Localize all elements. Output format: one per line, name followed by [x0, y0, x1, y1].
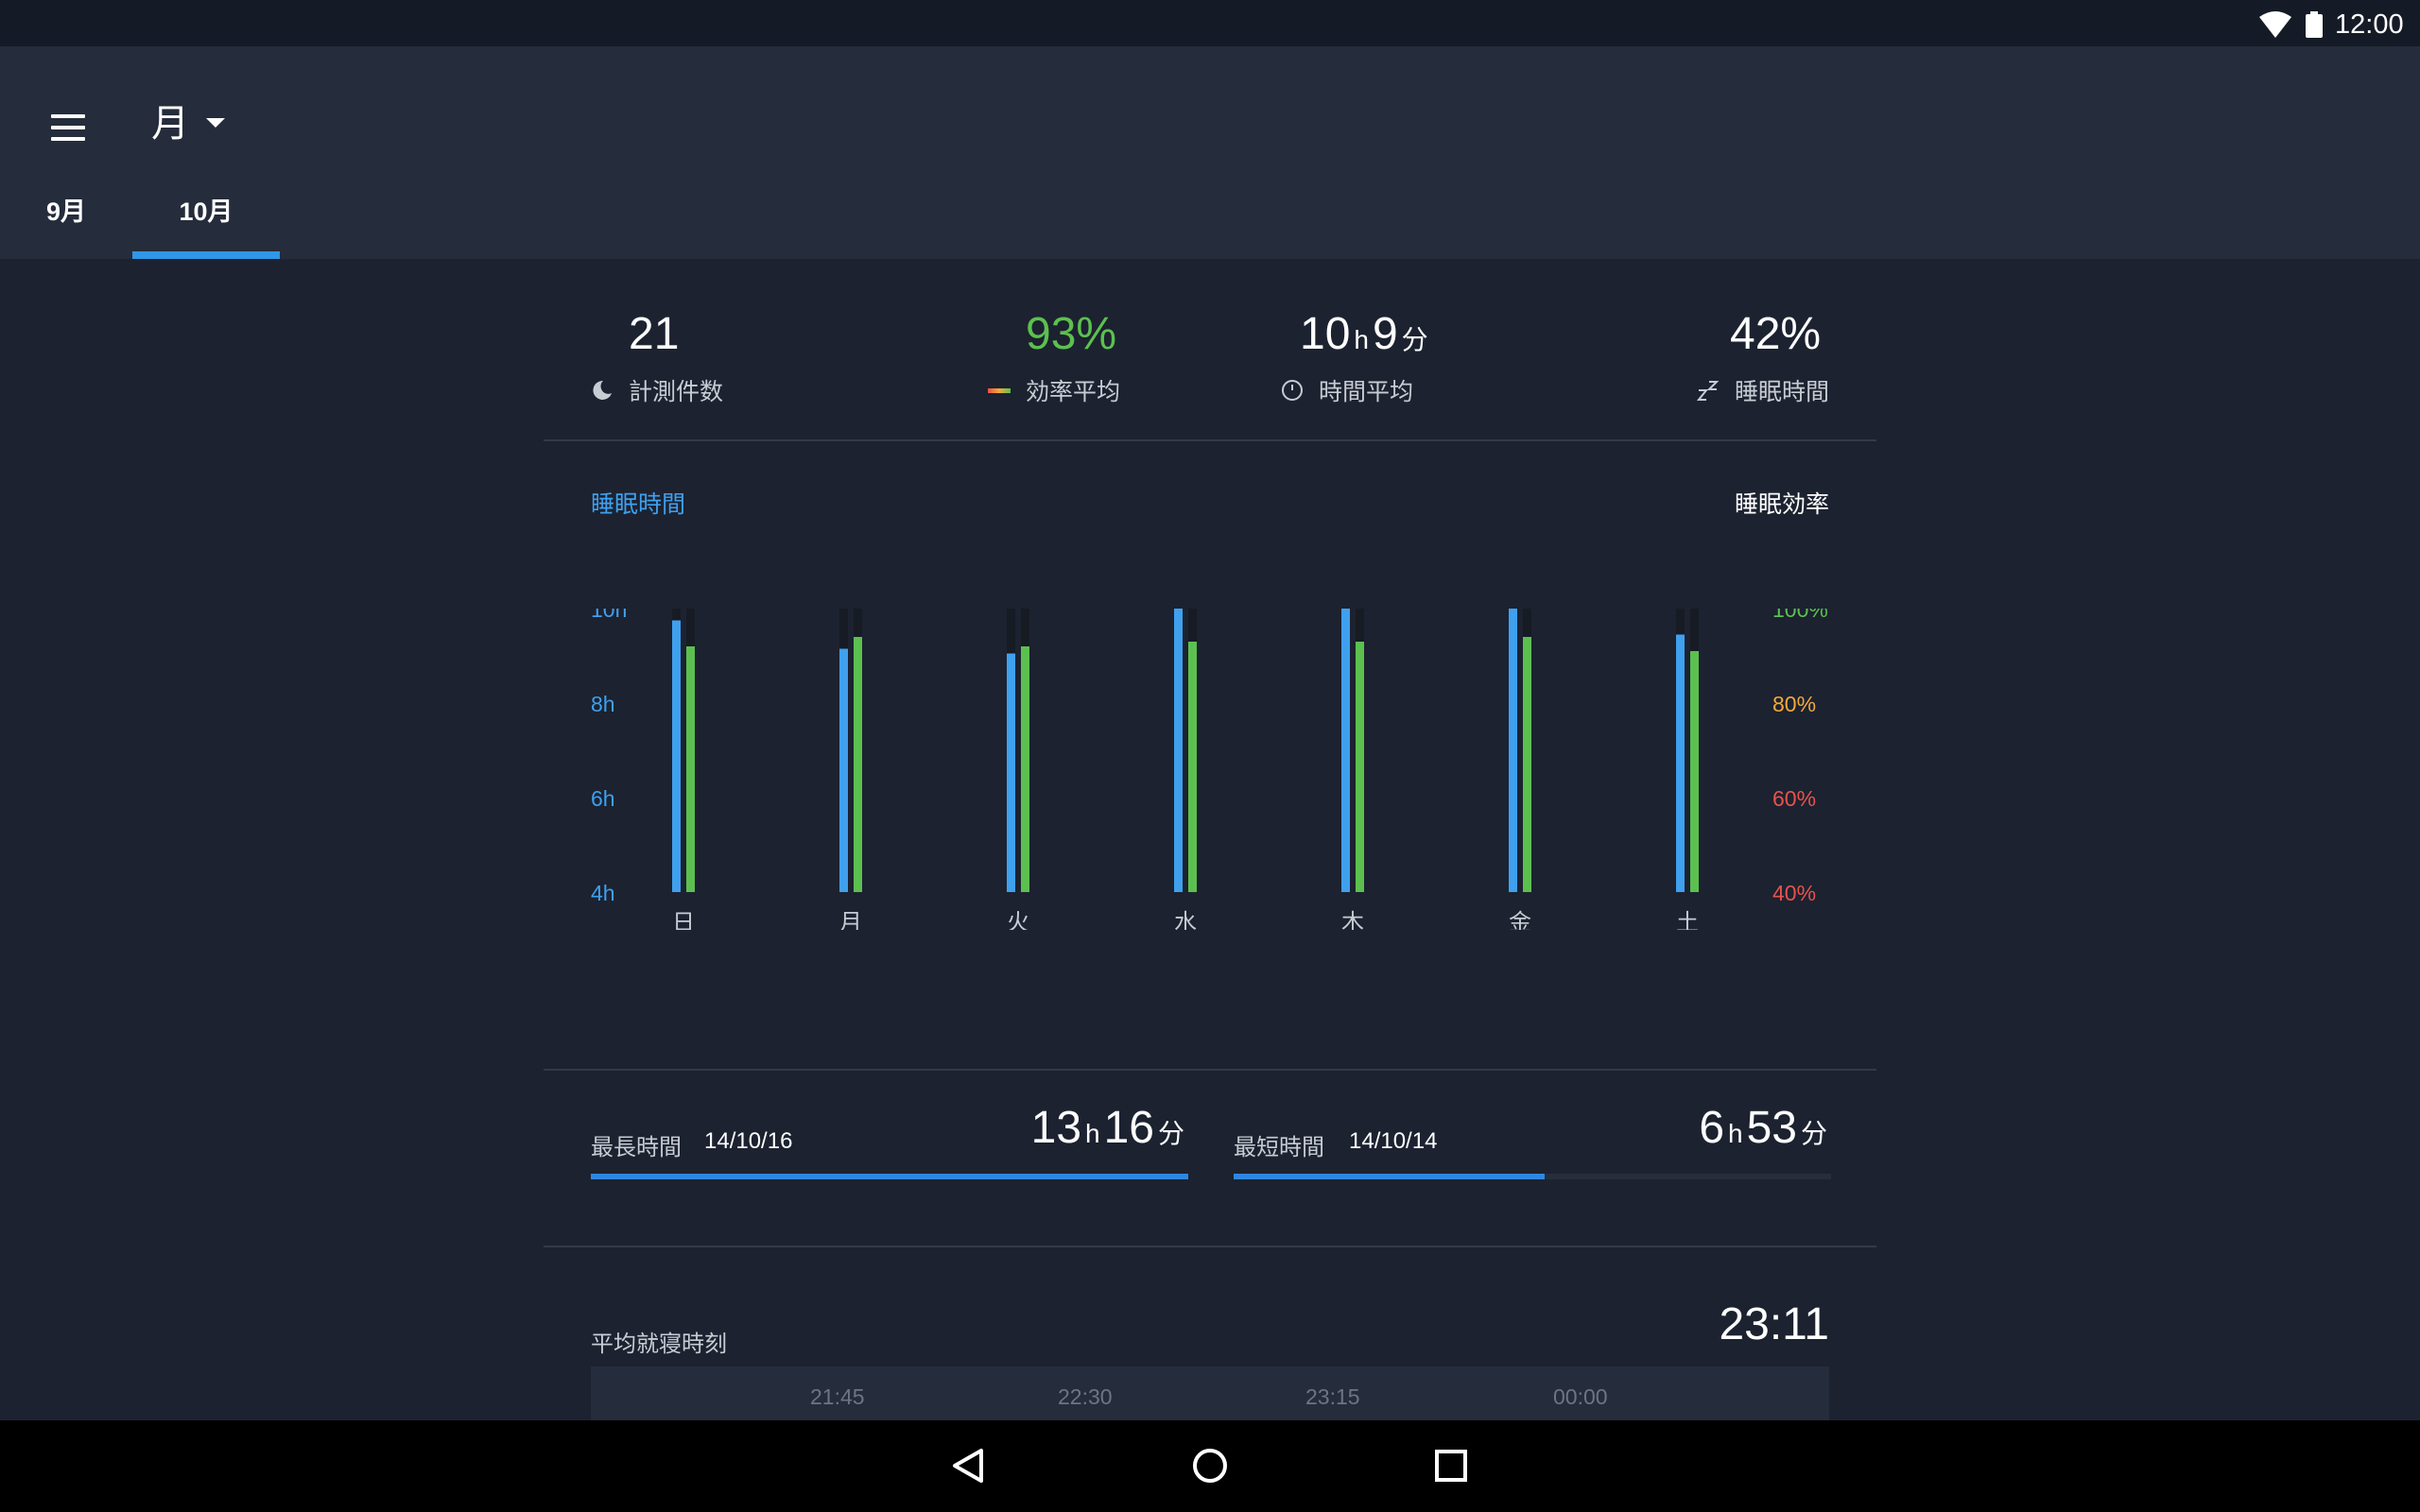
shortest-sleep-hours: 6	[1699, 1103, 1725, 1153]
content-card[interactable]: 21 計測件数 93% 効率平均 10 h9 分 時間平均	[544, 259, 1876, 1420]
period-dropdown-label: 月	[151, 103, 189, 145]
x-tick-label: 火	[1007, 910, 1029, 930]
legend-sleep-time: 睡眠時間	[591, 491, 686, 518]
bedtime-timeline	[591, 1366, 1829, 1420]
stat-average-m-unit: 分	[1401, 325, 1428, 354]
divider	[544, 439, 1876, 441]
stat-sleep-percentage: 42% 睡眠時間	[1697, 308, 1829, 407]
home-icon	[1193, 1449, 1227, 1483]
sleep-time-bar	[672, 620, 681, 892]
bedtime-tick: 22:30	[1058, 1384, 1113, 1409]
status-bar: 12:00	[0, 0, 2420, 46]
sleep-time-bar	[1007, 653, 1015, 892]
longest-sleep-m-unit: 分	[1157, 1119, 1184, 1148]
x-tick-label: 金	[1509, 910, 1531, 930]
shortest-sleep-minutes: 53	[1746, 1103, 1797, 1153]
sleep-efficiency-bar	[1356, 642, 1364, 892]
longest-sleep-hours: 13	[1030, 1103, 1082, 1153]
sleep-chart: 10h 8h 6h 4h 100% 80% 60% 40% 日 月 火 水 木 金 土	[591, 609, 1828, 930]
sleep-time-bar	[1676, 634, 1685, 892]
legend-sleep-efficiency: 睡眠効率	[1734, 491, 1829, 518]
y-right-tick-label: 40%	[1772, 881, 1816, 905]
stat-sleep-percentage-label: 睡眠時間	[1735, 379, 1830, 405]
stat-average-h-unit: h	[1354, 325, 1369, 354]
stat-average-hours: 10	[1300, 309, 1351, 359]
navigation-bar	[0, 1420, 2420, 1512]
sleep-time-bar	[839, 648, 848, 892]
x-tick-label: 水	[1174, 910, 1197, 930]
y-left-tick-label: 10h	[591, 609, 627, 622]
stat-efficiency: 93% 効率平均	[988, 308, 1120, 407]
sleep-time-bar	[1509, 609, 1517, 892]
stat-average-minutes: 9	[1372, 309, 1398, 359]
sleep-efficiency-bar	[1690, 651, 1699, 892]
stat-record-count: 21 計測件数	[591, 308, 723, 407]
period-dropdown[interactable]: 月	[132, 82, 244, 158]
shortest-sleep-h-unit: h	[1728, 1119, 1743, 1148]
bedtime-tick: 00:00	[1553, 1384, 1608, 1409]
y-left-tick-label: 6h	[591, 786, 615, 811]
longest-sleep-minutes: 16	[1103, 1103, 1154, 1153]
sleep-efficiency-bar	[854, 637, 862, 892]
bedtime-tick: 21:45	[810, 1384, 865, 1409]
x-tick-label: 木	[1341, 910, 1364, 930]
sleep-time-bar	[1341, 609, 1350, 892]
back-icon	[953, 1449, 983, 1483]
recent-apps-button[interactable]	[1423, 1437, 1479, 1494]
sleep-efficiency-bar	[1021, 646, 1029, 892]
tab-october[interactable]: 10月	[179, 198, 233, 226]
y-left-tick-label: 8h	[591, 692, 615, 716]
stat-sleep-percentage-value: 42%	[1730, 309, 1822, 359]
divider	[544, 1069, 1876, 1071]
gradient-bar-icon	[988, 388, 1011, 393]
x-tick-label: 日	[672, 910, 695, 930]
wifi-icon	[2259, 11, 2291, 38]
average-bedtime-value: 23:11	[1719, 1299, 1829, 1349]
stat-efficiency-value: 93%	[1026, 309, 1117, 359]
sleep-efficiency-bar	[1523, 637, 1531, 892]
sleep-efficiency-bar	[1188, 642, 1197, 892]
average-bedtime-label: 平均就寝時刻	[591, 1332, 727, 1357]
zzz-icon	[1697, 381, 1720, 401]
stat-record-count-label: 計測件数	[629, 379, 724, 405]
sleep-efficiency-bar	[686, 646, 695, 892]
y-right-tick-label: 100%	[1772, 609, 1828, 622]
y-left-tick-label: 4h	[591, 881, 615, 905]
shortest-sleep-date: 14/10/14	[1349, 1128, 1438, 1154]
shortest-sleep-m-unit: 分	[1800, 1119, 1827, 1148]
battery-icon	[2306, 11, 2323, 38]
app-bar: 月 9月 10月	[0, 46, 2420, 259]
longest-sleep-bar	[591, 1174, 1188, 1179]
longest-sleep-label: 最長時間	[591, 1135, 682, 1160]
stat-average-time-label: 時間平均	[1319, 379, 1414, 405]
chevron-down-icon	[206, 118, 225, 128]
longest-sleep-track	[591, 1174, 1188, 1179]
stat-efficiency-label: 効率平均	[1026, 379, 1121, 405]
shortest-sleep-bar	[1234, 1174, 1545, 1179]
y-right-tick-label: 80%	[1772, 692, 1816, 716]
tab-indicator	[132, 251, 280, 259]
stat-average-time: 10 h9 分 時間平均	[1281, 308, 1432, 407]
clock-icon	[1282, 380, 1303, 401]
x-tick-label: 土	[1676, 910, 1699, 930]
tab-september[interactable]: 9月	[45, 198, 87, 226]
longest-sleep-date: 14/10/16	[704, 1128, 793, 1154]
back-button[interactable]	[940, 1437, 996, 1494]
shortest-sleep-track	[1234, 1174, 1831, 1179]
longest-sleep-h-unit: h	[1085, 1119, 1100, 1148]
sleep-time-bar	[1174, 609, 1183, 892]
shortest-sleep-label: 最短時間	[1234, 1135, 1324, 1160]
stat-record-count-value: 21	[629, 309, 680, 359]
recent-apps-icon	[1435, 1450, 1467, 1482]
y-right-tick-label: 60%	[1772, 786, 1816, 811]
bedtime-tick: 23:15	[1305, 1384, 1360, 1409]
moon-icon	[593, 380, 612, 400]
x-tick-label: 月	[839, 910, 862, 930]
status-clock: 12:00	[2335, 9, 2404, 40]
divider	[544, 1246, 1876, 1247]
menu-button[interactable]	[34, 94, 102, 162]
home-button[interactable]	[1182, 1437, 1238, 1494]
